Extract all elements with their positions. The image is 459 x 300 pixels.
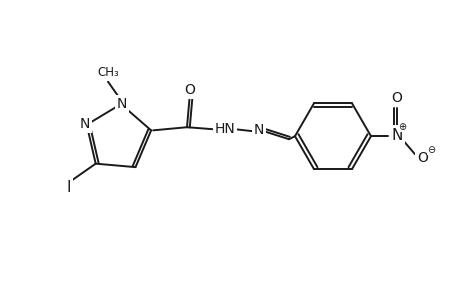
Text: O: O bbox=[417, 151, 427, 165]
Text: ⊕: ⊕ bbox=[397, 122, 405, 132]
Text: O: O bbox=[184, 83, 195, 97]
Text: N: N bbox=[117, 97, 127, 111]
Text: N: N bbox=[391, 128, 402, 143]
Text: N: N bbox=[79, 117, 90, 131]
Text: O: O bbox=[391, 91, 402, 105]
Text: N: N bbox=[253, 123, 263, 137]
Text: HN: HN bbox=[214, 122, 235, 136]
Text: ⊖: ⊖ bbox=[426, 145, 434, 155]
Text: CH₃: CH₃ bbox=[97, 66, 118, 79]
Text: I: I bbox=[67, 180, 71, 195]
